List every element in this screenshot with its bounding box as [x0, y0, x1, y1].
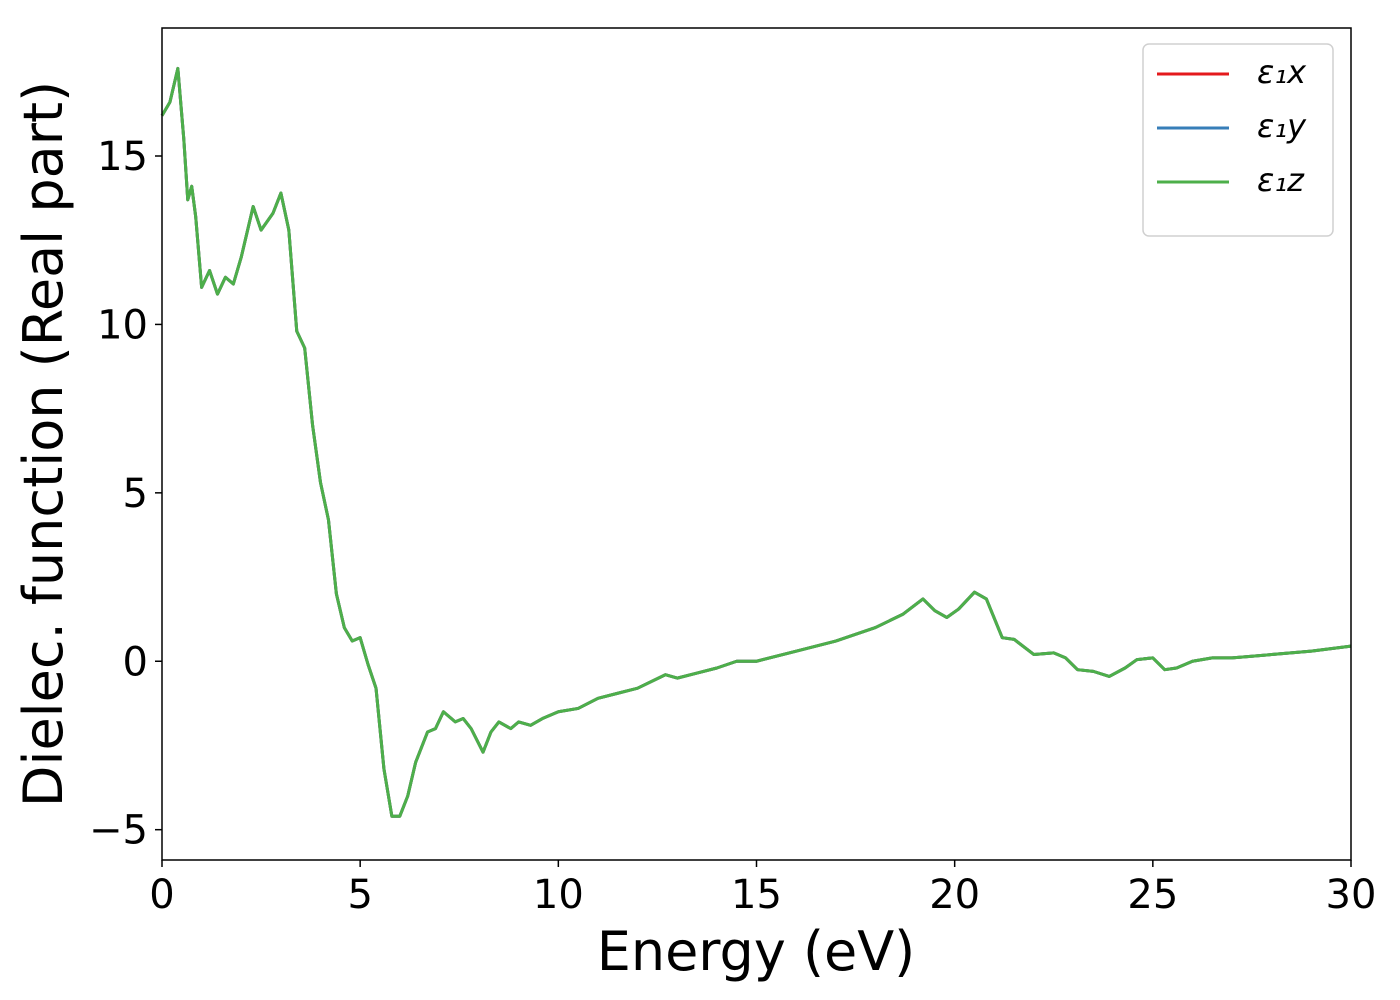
series-line — [160, 66, 1352, 818]
x-tick-label: 10 — [533, 872, 584, 918]
legend-label: ε₁x — [1257, 53, 1307, 91]
y-tick-label: 0 — [123, 639, 148, 685]
legend-label: ε₁y — [1257, 107, 1307, 145]
y-tick-label: 15 — [97, 134, 148, 180]
x-tick-label: 25 — [1127, 872, 1178, 918]
x-tick-label: 30 — [1326, 872, 1377, 918]
y-axis-label: Dielec. function (Real part) — [12, 81, 75, 807]
x-tick-label: 20 — [929, 872, 980, 918]
legend-label: ε₁z — [1257, 161, 1305, 199]
y-tick-label: 10 — [97, 302, 148, 348]
y-tick-label: −5 — [89, 808, 148, 854]
x-tick-label: 5 — [347, 872, 372, 918]
y-tick-label: 5 — [123, 471, 148, 517]
plot-frame — [161, 27, 1352, 861]
x-axis-label: Energy (eV) — [597, 920, 916, 983]
x-tick-label: 0 — [149, 872, 174, 918]
x-tick-label: 15 — [731, 872, 782, 918]
legend-box — [1142, 43, 1334, 237]
